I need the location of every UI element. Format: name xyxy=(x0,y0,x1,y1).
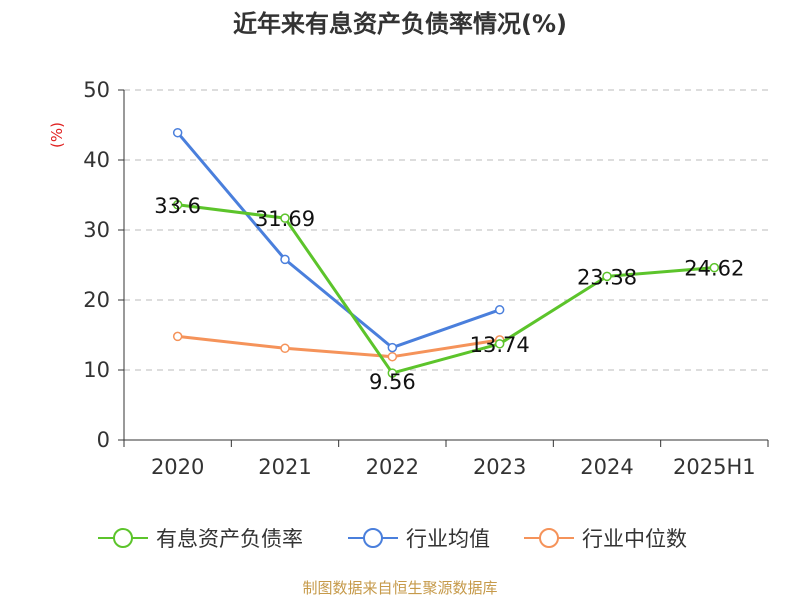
chart-title: 近年来有息资产负债率情况(%) xyxy=(233,10,567,38)
data-point[interactable] xyxy=(172,331,183,342)
axes: 0 10 20 30 40 50 2020 2021 2022 2023 2024 2025H1 xyxy=(83,78,769,479)
y-tick-label: 40 xyxy=(83,148,110,172)
data-label: 9.56 xyxy=(369,370,416,394)
data-point[interactable] xyxy=(494,305,505,315)
data-point[interactable] xyxy=(387,368,398,378)
legend-marker-series1 xyxy=(98,528,148,548)
y-tick-label: 30 xyxy=(83,218,110,242)
data-label: 13.74 xyxy=(470,333,530,357)
legend-item-series1[interactable]: 有息资产负债率 xyxy=(98,518,303,558)
y-tick-label: 10 xyxy=(83,358,110,382)
legend-item-series2[interactable]: 行业均值 xyxy=(348,518,490,558)
legend-label-series1: 有息资产负债率 xyxy=(156,527,303,551)
data-labels: 33.6 31.69 9.56 13.74 23.38 24.62 xyxy=(154,194,744,394)
y-tick-label: 0 xyxy=(97,428,110,452)
series-lines xyxy=(172,127,720,378)
data-point[interactable] xyxy=(172,200,183,210)
y-tick-label: 20 xyxy=(83,288,110,312)
data-point[interactable] xyxy=(387,342,398,353)
x-tick-label: 2024 xyxy=(580,455,633,479)
data-label: 23.38 xyxy=(577,265,637,289)
data-point[interactable] xyxy=(280,213,290,223)
data-point[interactable] xyxy=(387,351,398,362)
data-point[interactable] xyxy=(280,254,290,265)
series-line-1 xyxy=(177,203,715,375)
x-tick-label: 2020 xyxy=(151,455,204,479)
data-point[interactable] xyxy=(280,343,290,354)
data-point[interactable] xyxy=(494,339,505,349)
y-tick-label: 50 xyxy=(83,78,110,102)
legend-item-series3[interactable]: 行业中位数 xyxy=(524,518,687,558)
legend: 有息资产负债率 行业均值 行业中位数 xyxy=(0,518,800,558)
x-tick-label: 2025H1 xyxy=(673,455,756,479)
x-tick-label: 2022 xyxy=(366,455,419,479)
gridlines xyxy=(124,89,768,371)
legend-marker-series3 xyxy=(524,528,574,548)
data-point[interactable] xyxy=(172,127,183,138)
legend-marker-series2 xyxy=(348,528,398,548)
x-tick-label: 2021 xyxy=(258,455,311,479)
data-point[interactable] xyxy=(709,262,720,273)
legend-label-series2: 行业均值 xyxy=(406,527,490,551)
x-tick-label: 2023 xyxy=(473,455,526,479)
series-line-2 xyxy=(176,131,501,350)
data-label: 24.62 xyxy=(684,257,744,281)
source-note: 制图数据来自恒生聚源数据库 xyxy=(302,579,498,597)
legend-label-series3: 行业中位数 xyxy=(582,527,687,551)
data-label: 31.69 xyxy=(255,207,315,231)
data-label: 33.6 xyxy=(154,194,201,218)
data-point[interactable] xyxy=(602,271,612,282)
series-line-3 xyxy=(177,334,500,359)
